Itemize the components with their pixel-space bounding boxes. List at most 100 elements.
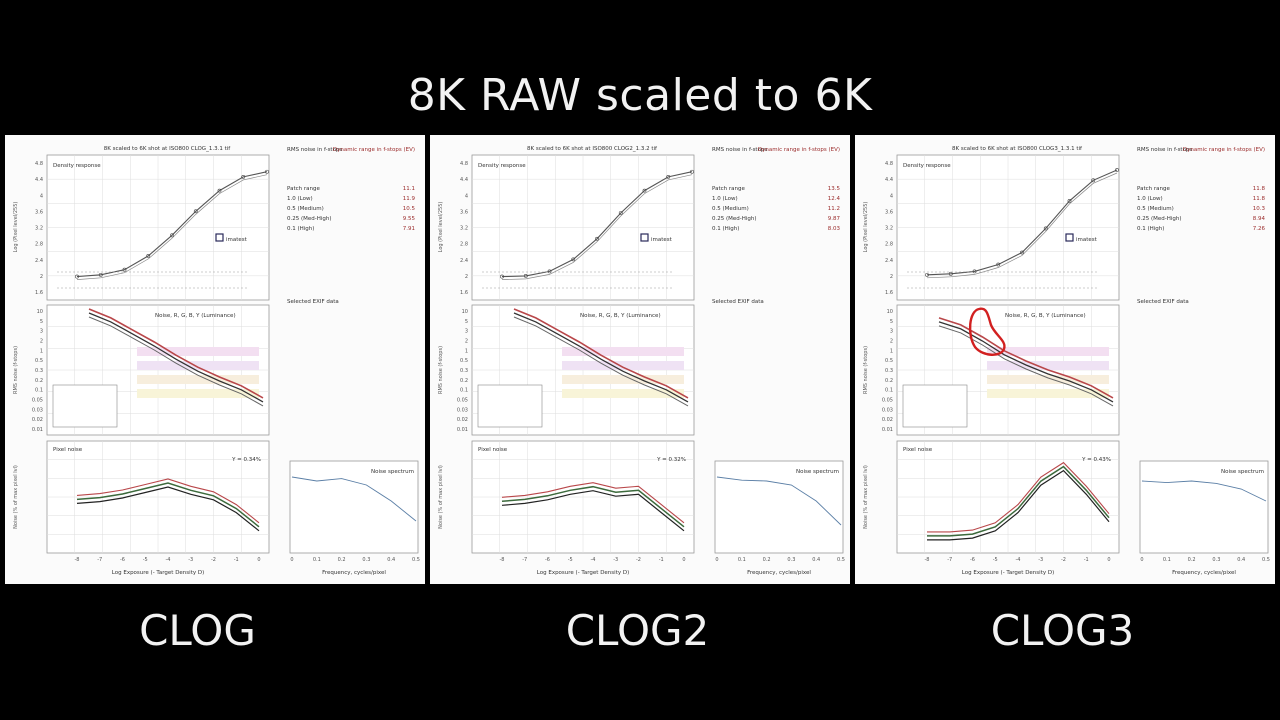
exposure-x-tick: -5 xyxy=(568,557,573,563)
dr-row-value: 10.3 xyxy=(1253,206,1266,212)
noise-y-tick: 0.05 xyxy=(882,398,893,404)
noise-y-tick: 2 xyxy=(890,339,893,345)
spectrum-curve xyxy=(291,476,417,522)
density-point xyxy=(690,169,694,174)
noise-y-tick: 10 xyxy=(887,309,893,315)
panel-svg: 8K scaled to 6K shot at ISO800 CLOG3_1.3… xyxy=(863,146,1270,576)
spectrum-x-tick: 0.5 xyxy=(412,557,420,563)
imatest-logo-icon xyxy=(215,233,224,242)
exposure-x-tick: -6 xyxy=(120,557,125,563)
density-y-tick: 4.4 xyxy=(460,177,468,183)
density-y-tick: 2.8 xyxy=(35,242,43,248)
imatest-label: imatest xyxy=(226,237,248,243)
dr-row-value: 11.8 xyxy=(1253,196,1266,202)
dr-row-value: 12.4 xyxy=(828,196,841,202)
density-point xyxy=(265,169,269,174)
pixel-curve-green xyxy=(501,485,685,528)
noise-y-tick: 0.01 xyxy=(882,427,893,433)
highlight-annotation xyxy=(968,307,1006,356)
density-y-tick: 2 xyxy=(40,274,43,280)
noise-band xyxy=(137,389,259,398)
dr-row-label: 1.0 (Low) xyxy=(1137,196,1163,202)
spectrum-x-tick: 0.2 xyxy=(338,557,346,563)
exposure-x-tick: -1 xyxy=(234,557,239,563)
density-y-tick: 3.2 xyxy=(35,226,43,232)
caption-clog3: CLOG3 xyxy=(990,606,1135,655)
density-point xyxy=(1115,168,1119,172)
density-y-tick: 4.4 xyxy=(885,177,893,183)
pixel-section-title: Pixel noise xyxy=(903,447,933,453)
dr-row-value: 8.94 xyxy=(1253,216,1266,222)
noise-y-tick: 0.03 xyxy=(457,407,468,413)
density-y-tick: 4.8 xyxy=(885,161,893,167)
noise-y-tick: 0.2 xyxy=(35,378,43,384)
noise-curve-dark xyxy=(88,312,264,403)
y-axis-label: Noise (% of max pixel lvl) xyxy=(863,465,869,529)
noise-y-tick: 5 xyxy=(40,319,43,325)
exposure-x-tick: -8 xyxy=(925,557,930,563)
noise-y-tick: 0.05 xyxy=(32,398,43,404)
dr-row-label: Patch range xyxy=(712,186,745,192)
dr-row-label: 0.5 (Medium) xyxy=(712,206,749,212)
spectrum-x-tick: 0.4 xyxy=(812,557,820,563)
density-y-tick: 4 xyxy=(40,193,43,199)
y-axis-label: Log (Pixel level/255) xyxy=(863,202,869,253)
density-point xyxy=(1091,178,1096,183)
spectrum-x-tick: 0 xyxy=(715,557,718,563)
noise-section-title: Noise, R, G, B, Y (Luminance) xyxy=(155,313,236,319)
dr-row-value: 11.9 xyxy=(403,196,416,202)
spectrum-plot-frame xyxy=(289,460,419,554)
density-y-tick: 4.8 xyxy=(35,161,43,167)
exposure-x-tick: -4 xyxy=(1016,557,1021,563)
density-point xyxy=(170,233,174,238)
chart-header-line: 8K scaled to 6K shot at ISO800 CLOG_1.3.… xyxy=(104,146,231,152)
noise-band xyxy=(987,347,1109,356)
pixel-curve-dark xyxy=(76,486,260,532)
dr-row-label: 0.25 (Med-High) xyxy=(712,216,757,222)
dr-row-value: 7.26 xyxy=(1253,226,1266,232)
density-y-tick: 3.6 xyxy=(885,209,893,215)
pixel-curve-green xyxy=(927,465,1110,537)
exposure-x-tick: -1 xyxy=(1084,557,1089,563)
dr-row-label: 0.25 (Med-High) xyxy=(287,216,332,222)
exposure-x-label: Log Exposure (- Target Density D) xyxy=(112,570,204,576)
noise-y-tick: 3 xyxy=(465,329,468,335)
noise-y-tick: 1 xyxy=(40,348,43,354)
noise-y-tick: 0.03 xyxy=(882,407,893,413)
density-point xyxy=(666,174,671,179)
noise-band xyxy=(137,361,259,370)
density-point xyxy=(571,257,576,262)
spectrum-x-tick: 0.2 xyxy=(1188,557,1196,563)
density-curve-secondary xyxy=(926,172,1118,279)
density-section-title: Density response xyxy=(478,163,526,169)
dr-row-label: Patch range xyxy=(287,186,320,192)
exposure-x-tick: 0 xyxy=(1107,557,1110,563)
noise-curve-dark xyxy=(513,312,689,403)
spectrum-plot-frame xyxy=(714,460,844,554)
pixel-section-title: Pixel noise xyxy=(53,447,83,453)
density-curve xyxy=(76,171,268,278)
imatest-logo-icon xyxy=(1065,233,1074,242)
pixel-curve-red xyxy=(76,478,260,524)
caption-clog: CLOG xyxy=(139,606,256,655)
density-point xyxy=(122,267,127,272)
spectrum-plot-frame xyxy=(1139,460,1269,554)
noise-y-tick: 0.01 xyxy=(32,427,43,433)
noise-y-tick: 0.5 xyxy=(35,358,43,364)
exposure-x-tick: -8 xyxy=(500,557,505,563)
exposure-x-tick: -3 xyxy=(1038,557,1043,563)
density-y-tick: 4 xyxy=(890,193,893,199)
noise-curve-red xyxy=(513,308,689,399)
exif-label: Selected EXIF data xyxy=(1137,299,1189,305)
density-curve-secondary xyxy=(76,174,268,280)
density-y-tick: 4.8 xyxy=(460,161,468,167)
density-point xyxy=(193,209,198,214)
density-y-tick: 2 xyxy=(465,274,468,280)
noise-y-tick: 5 xyxy=(465,319,468,325)
y-axis-label: Log (Pixel level/255) xyxy=(13,202,19,253)
density-curve xyxy=(926,169,1118,276)
noise-spectrum-title: Noise spectrum xyxy=(796,469,839,475)
density-section-title: Density response xyxy=(53,163,101,169)
dr-row-label: 0.1 (High) xyxy=(1137,226,1164,232)
density-y-tick: 4.4 xyxy=(35,177,43,183)
